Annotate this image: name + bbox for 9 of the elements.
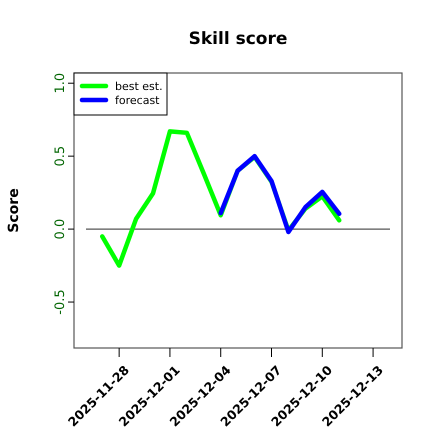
y-tick-label: -0.5 <box>53 289 68 315</box>
line-series <box>218 154 342 234</box>
legend-label: forecast <box>115 94 160 107</box>
y-axis-title: Score <box>6 188 22 233</box>
y-tick-label: 1.0 <box>53 72 68 94</box>
legend-label: best est. <box>115 80 163 93</box>
y-tick-label: 0.0 <box>53 218 68 240</box>
y-tick-label: 0.5 <box>53 146 68 166</box>
chart-title: Skill score <box>188 29 288 49</box>
